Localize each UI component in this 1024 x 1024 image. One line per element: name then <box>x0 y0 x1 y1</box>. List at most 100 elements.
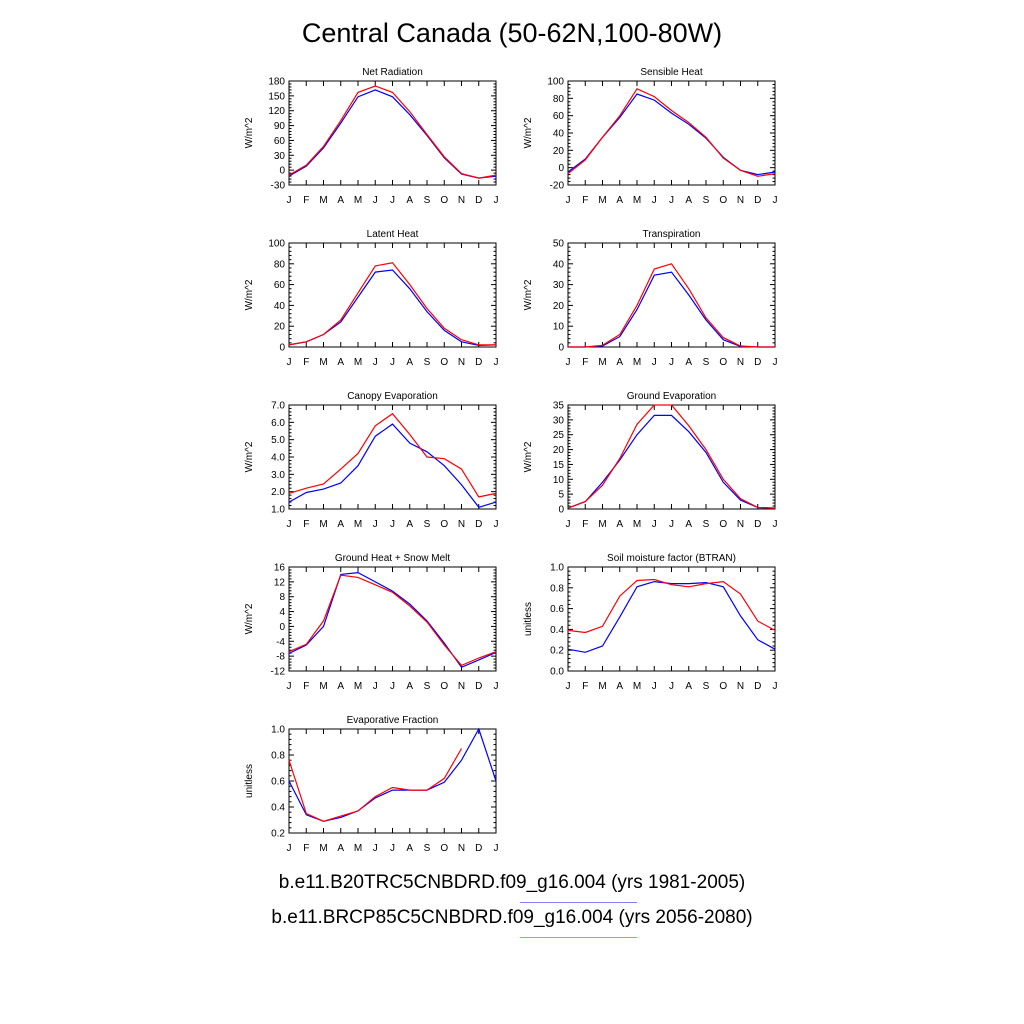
x-tick-label: J <box>373 681 378 692</box>
x-tick-label: M <box>319 681 327 692</box>
x-tick-label: J <box>390 519 395 530</box>
x-tick-label: J <box>494 195 499 206</box>
x-tick-label: O <box>440 195 448 206</box>
y-tick-label: 180 <box>268 77 285 88</box>
x-tick-label: O <box>440 357 448 368</box>
series-line-run1 <box>288 269 497 347</box>
y-tick-label: 120 <box>268 106 285 117</box>
x-tick-label: A <box>337 357 344 368</box>
x-tick-label: O <box>719 519 727 530</box>
y-tick-label: 4 <box>279 607 285 618</box>
y-tick-label: 16 <box>274 563 286 574</box>
x-tick-label: S <box>703 357 710 368</box>
x-tick-label: J <box>773 519 778 530</box>
y-tick-label: 0 <box>279 343 285 354</box>
x-tick-label: D <box>475 843 482 854</box>
y-tick-label: 4.0 <box>271 453 285 464</box>
x-tick-label: F <box>303 195 309 206</box>
x-tick-label: F <box>303 519 309 530</box>
x-tick-label: D <box>475 519 482 530</box>
y-tick-label: 1.0 <box>271 505 285 516</box>
panel-title: Latent Heat <box>367 229 419 240</box>
x-tick-label: N <box>458 195 465 206</box>
y-tick-label: 20 <box>274 322 286 333</box>
y-tick-label: 0.8 <box>550 583 564 594</box>
y-tick-label: 30 <box>553 415 565 426</box>
x-tick-label: J <box>390 843 395 854</box>
x-tick-label: J <box>652 681 657 692</box>
series-line-run2 <box>288 262 496 346</box>
x-tick-label: A <box>616 195 623 206</box>
x-tick-label: M <box>598 681 606 692</box>
x-tick-label: M <box>319 519 327 530</box>
panel-title: Transpiration <box>643 229 701 240</box>
x-tick-label: F <box>303 357 309 368</box>
y-tick-label: 90 <box>274 121 286 132</box>
y-tick-label: 0.8 <box>271 751 285 762</box>
y-tick-label: 5.0 <box>271 435 285 446</box>
x-tick-label: J <box>566 519 571 530</box>
x-tick-label: M <box>633 519 641 530</box>
x-tick-label: O <box>719 357 727 368</box>
y-tick-label: 15 <box>553 460 565 471</box>
y-tick-label: 25 <box>553 430 565 441</box>
x-tick-label: D <box>754 357 761 368</box>
legend-entry-run1-label: b.e11.B20TRC5CNBDRD.f09_g16.004 (yrs 198… <box>278 872 746 893</box>
y-tick-label: 10 <box>553 322 565 333</box>
y-tick-label: 1.0 <box>550 563 564 574</box>
x-tick-label: A <box>406 519 413 530</box>
x-tick-label: A <box>685 195 692 206</box>
y-tick-label: 6.0 <box>271 418 285 429</box>
x-tick-label: F <box>303 681 309 692</box>
y-tick-label: 100 <box>547 77 564 88</box>
y-tick-label: 0 <box>558 505 564 516</box>
y-tick-label: 0.4 <box>550 625 564 636</box>
x-tick-label: J <box>669 357 674 368</box>
y-tick-label: -30 <box>271 181 286 192</box>
x-tick-label: J <box>669 195 674 206</box>
y-tick-label: 0.4 <box>271 803 285 814</box>
x-tick-label: M <box>319 843 327 854</box>
series-line-run2 <box>288 574 497 667</box>
x-tick-label: D <box>754 681 761 692</box>
y-axis-label: W/m^2 <box>244 603 255 634</box>
y-tick-label: 20 <box>553 146 565 157</box>
x-tick-label: D <box>475 681 482 692</box>
y-axis-label: W/m^2 <box>523 441 534 472</box>
x-tick-label: S <box>424 681 431 692</box>
x-tick-label: S <box>703 519 710 530</box>
panel-title: Ground Heat + Snow Melt <box>335 553 451 564</box>
x-tick-label: J <box>390 681 395 692</box>
legend-entry-run2-line <box>520 937 637 938</box>
x-tick-label: S <box>424 195 431 206</box>
x-tick-label: S <box>424 519 431 530</box>
x-tick-label: N <box>737 195 744 206</box>
plot-frame <box>288 242 497 348</box>
y-tick-label: 0 <box>558 163 564 174</box>
x-tick-label: J <box>652 195 657 206</box>
x-tick-label: J <box>287 195 292 206</box>
x-tick-label: A <box>406 681 413 692</box>
x-tick-label: A <box>616 357 623 368</box>
y-tick-label: 0.2 <box>550 646 564 657</box>
x-tick-label: A <box>616 681 623 692</box>
series-line-run2 <box>288 748 463 822</box>
y-axis-label: W/m^2 <box>523 279 534 310</box>
series-line-run1 <box>288 423 497 508</box>
x-tick-label: D <box>754 195 761 206</box>
x-tick-label: F <box>303 843 309 854</box>
x-tick-label: J <box>390 357 395 368</box>
series-line-run1 <box>568 271 775 348</box>
x-tick-label: J <box>773 357 778 368</box>
x-tick-label: D <box>754 519 761 530</box>
y-tick-label: 60 <box>274 280 286 291</box>
x-tick-label: N <box>458 357 465 368</box>
x-tick-label: A <box>337 843 344 854</box>
x-tick-label: F <box>582 357 588 368</box>
y-tick-label: 60 <box>553 111 565 122</box>
x-tick-label: J <box>652 519 657 530</box>
y-tick-label: -20 <box>550 181 565 192</box>
y-tick-label: 20 <box>553 445 565 456</box>
